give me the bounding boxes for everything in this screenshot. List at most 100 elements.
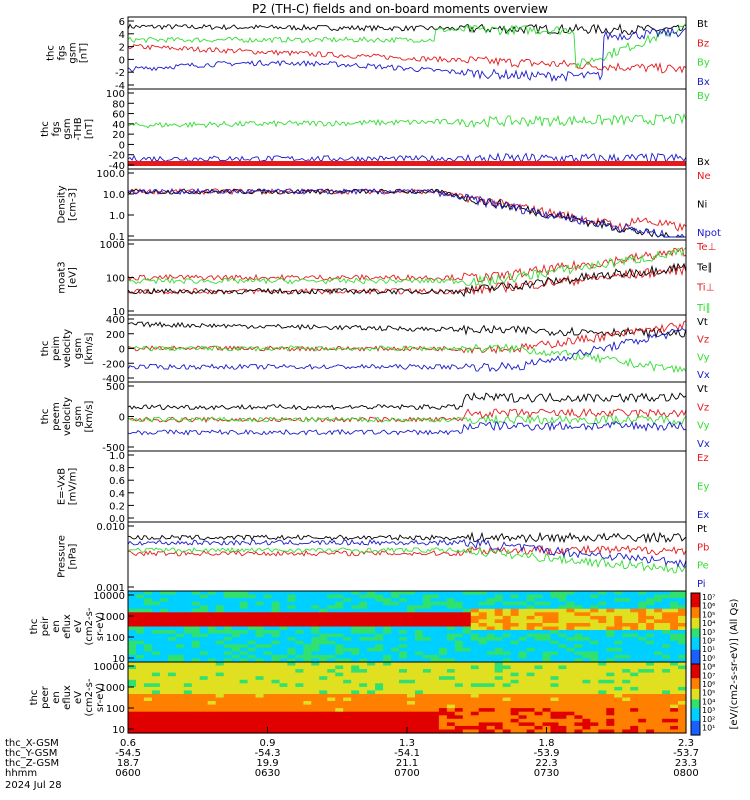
spec-cell xyxy=(598,718,607,723)
spec-cell xyxy=(191,718,201,723)
colorbar-cell xyxy=(691,605,700,608)
spec-cell xyxy=(295,615,304,620)
spec-cell xyxy=(311,623,320,628)
trace-npot xyxy=(127,187,686,238)
spec-cell xyxy=(438,679,448,684)
spec-cell xyxy=(407,651,416,656)
spec-cell xyxy=(191,654,201,659)
spec-cell xyxy=(287,690,296,695)
spec-cell xyxy=(287,647,296,652)
spec-cell xyxy=(446,662,456,667)
y-axis-label-line: [nPa] xyxy=(68,543,79,569)
spec-cell xyxy=(343,626,352,631)
spec-cell xyxy=(566,612,575,617)
spec-cell xyxy=(622,701,631,706)
spec-cell xyxy=(159,633,169,638)
spec-cell xyxy=(279,619,289,624)
spec-cell xyxy=(670,654,679,659)
spec-cell xyxy=(199,676,209,681)
spec-cell xyxy=(207,623,217,628)
spec-cell xyxy=(574,619,583,624)
spec-cell xyxy=(630,658,639,663)
spec-cell xyxy=(646,605,655,610)
spec-cell xyxy=(638,679,647,684)
spec-cell xyxy=(478,615,488,620)
spec-cell xyxy=(223,701,233,706)
spec-cell xyxy=(407,672,416,677)
spec-cell xyxy=(678,697,687,702)
spec-cell xyxy=(558,679,568,684)
spec-cell xyxy=(128,672,137,677)
spec-cell xyxy=(327,640,336,645)
spec-cell xyxy=(622,601,631,606)
spec-cell xyxy=(143,615,153,620)
spec-cell xyxy=(319,701,328,706)
colorbar-cell xyxy=(691,710,700,713)
spec-cell xyxy=(143,626,153,631)
spec-cell xyxy=(622,662,631,667)
spec-cell xyxy=(295,715,304,720)
spec-cell xyxy=(606,601,615,606)
spec-cell xyxy=(486,647,496,652)
spec-cell xyxy=(223,598,233,603)
spec-cell xyxy=(454,690,464,695)
spec-cell xyxy=(598,658,607,663)
spec-cell xyxy=(263,679,273,684)
spec-cell xyxy=(662,623,671,628)
spec-cell xyxy=(638,623,647,628)
spec-cell xyxy=(207,729,217,734)
spec-cell xyxy=(510,722,520,727)
spec-cell xyxy=(662,640,671,645)
spec-cell xyxy=(167,619,177,624)
spec-cell xyxy=(287,676,296,681)
spec-cell xyxy=(590,640,599,645)
spec-cell xyxy=(534,658,544,663)
spec-cell xyxy=(598,665,607,670)
spec-cell xyxy=(231,665,241,670)
y-axis-label-line: E=-VxB xyxy=(57,468,68,505)
spec-cell xyxy=(167,683,177,688)
spec-cell xyxy=(167,715,177,720)
spec-cell xyxy=(550,623,560,628)
spec-cell xyxy=(215,690,225,695)
spec-cell xyxy=(662,686,671,691)
spec-cell xyxy=(143,598,153,603)
spec-cell xyxy=(470,608,480,613)
colorbar-cell xyxy=(691,648,700,651)
spec-cell xyxy=(438,662,448,667)
spec-cell xyxy=(407,626,416,631)
spec-cell xyxy=(415,623,424,628)
colorbar-cell xyxy=(691,649,700,653)
spec-cell xyxy=(151,594,161,599)
spec-cell xyxy=(136,608,145,613)
spec-cell xyxy=(271,704,281,709)
spec-cell xyxy=(590,676,599,681)
colorbar-cell xyxy=(691,726,700,729)
spec-cell xyxy=(128,729,137,734)
spec-cell xyxy=(678,630,687,635)
spec-cell xyxy=(343,690,352,695)
spec-cell xyxy=(486,601,496,606)
spec-cell xyxy=(638,686,647,691)
ephem-value: 0.9 xyxy=(260,738,276,749)
spec-cell xyxy=(143,654,153,659)
spec-cell xyxy=(271,708,281,713)
spec-cell xyxy=(287,594,296,599)
spec-cell xyxy=(622,637,631,642)
spec-cell xyxy=(327,594,336,599)
spec-cell xyxy=(550,683,560,688)
y-axis-label-line: -THB xyxy=(73,117,84,140)
spec-cell xyxy=(136,591,145,596)
spec-cell xyxy=(247,697,257,702)
spec-cell xyxy=(670,711,679,716)
spec-cell xyxy=(263,594,273,599)
spec-cell xyxy=(662,608,671,613)
spec-cell xyxy=(486,722,496,727)
spec-cell xyxy=(606,704,615,709)
spec-cell xyxy=(550,686,560,691)
spec-cell xyxy=(255,711,265,716)
spec-cell xyxy=(215,594,225,599)
spec-cell xyxy=(422,701,432,706)
spec-cell xyxy=(622,725,631,730)
spec-cell xyxy=(351,711,360,716)
